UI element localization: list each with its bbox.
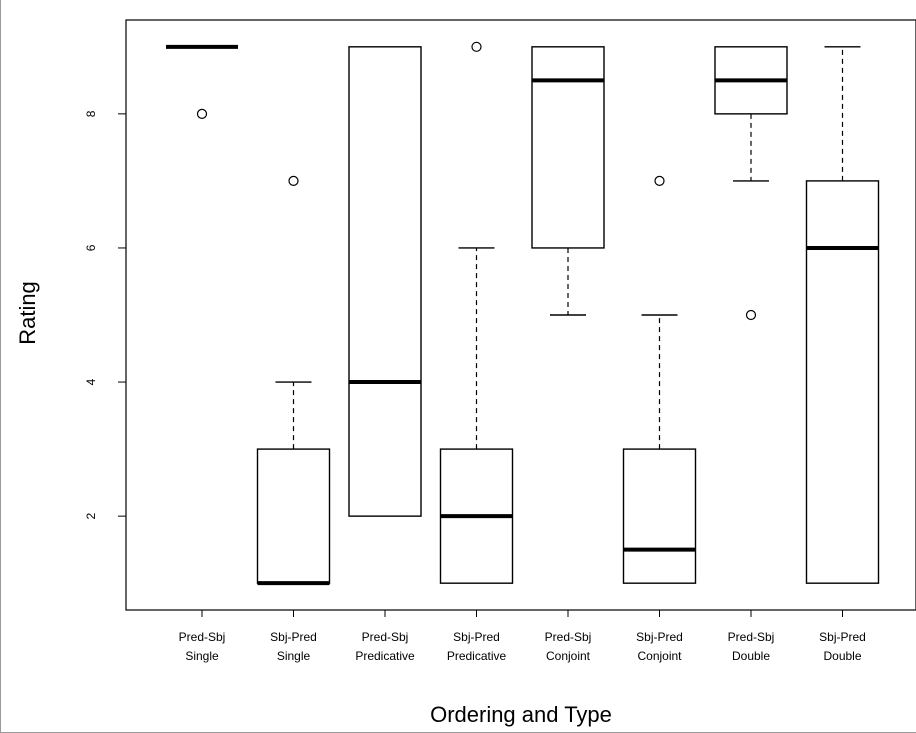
box-6: [622, 448, 697, 584]
plot-border: [125, 19, 916, 611]
x-tick-label-8-line-2: Double: [823, 649, 861, 663]
x-tick-label-5-line-1: Pred-Sbj: [545, 630, 592, 644]
x-tick-label-3-line-2: Predicative: [355, 649, 415, 663]
outlier-point-7-1: [745, 309, 757, 321]
box-2: [256, 448, 331, 584]
x-tick-label-1-line-1: Pred-Sbj: [179, 630, 226, 644]
outlier-point-6-1: [654, 175, 665, 187]
y-axis-title: Rating: [15, 281, 40, 345]
x-axis-title: Ordering and Type: [430, 702, 612, 727]
x-tick-label-2-line-2: Single: [277, 649, 311, 663]
x-tick-label-7-line-1: Pred-Sbj: [728, 630, 775, 644]
box-3: [348, 46, 422, 517]
x-tick-label-7-line-2: Double: [732, 649, 770, 663]
box-8: [805, 180, 880, 584]
x-tick-label-3-line-1: Pred-Sbj: [362, 630, 409, 644]
x-tick-label-5-line-2: Conjoint: [546, 649, 591, 663]
outlier-point-1-1: [196, 108, 208, 119]
plot-area: 2 4 6 8 Pred-Sbj Single Sbj-Pred Single Pred-Sbj…: [84, 19, 916, 663]
x-tick-label-1-line-2: Single: [185, 649, 219, 663]
x-tick-label-4-line-1: Sbj-Pred: [453, 630, 500, 644]
outlier-point-2-1: [288, 175, 299, 187]
outlier-point-4-1: [471, 41, 482, 52]
box-5: [531, 46, 605, 249]
x-tick-label-6-line-1: Sbj-Pred: [636, 630, 683, 644]
x-tick-label-4-line-2: Predicative: [447, 649, 507, 663]
y-tick-label-4: 4: [84, 378, 98, 385]
x-tick-label-8-line-1: Sbj-Pred: [819, 630, 866, 644]
y-tick-label-6: 6: [84, 244, 98, 251]
x-tick-label-6-line-2: Conjoint: [637, 649, 682, 663]
x-tick-label-2-line-1: Sbj-Pred: [270, 630, 317, 644]
y-tick-label-8: 8: [84, 110, 98, 117]
y-tick-label-2: 2: [84, 512, 98, 519]
